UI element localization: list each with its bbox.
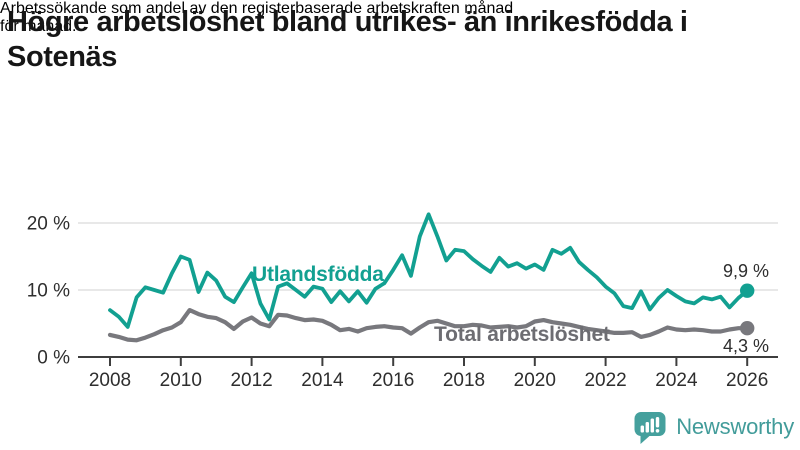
- x-axis-tick-label: 2022: [584, 370, 626, 391]
- end-value-label-utlandsfodda: 9,9 %: [723, 261, 769, 281]
- x-axis-tick-label: 2012: [230, 370, 272, 391]
- series-label-utlandsfodda: Utlandsfödda: [252, 263, 384, 286]
- newsworthy-brand-footer[interactable]: Newsworthy: [632, 409, 794, 445]
- x-axis-tick-label: 2026: [726, 370, 768, 391]
- page-title: Högre arbetslöshet bland utrikes- än inr…: [7, 5, 793, 76]
- page-subtitle-line-2: för månad.: [0, 18, 77, 35]
- page-title-line-1: Högre arbetslöshet bland utrikes- än inr…: [7, 6, 688, 38]
- end-value-label-total-arbetsloshet: 4,3 %: [723, 336, 769, 356]
- series-end-dot-utlandsf-dda: [740, 283, 755, 298]
- series-end-dot-total-arbetsl-shet: [740, 320, 755, 336]
- series-line-utlandsf-dda: [108, 212, 750, 329]
- x-axis-tick-label: 2018: [443, 370, 485, 391]
- x-axis-tick-label: 2016: [372, 370, 414, 391]
- chart-series-layer: [107, 212, 755, 343]
- exclamation-dot: [655, 429, 660, 433]
- newsworthy-logo-icon: [634, 412, 666, 444]
- y-axis-tick-label: 0 %: [37, 348, 70, 369]
- y-axis-tick-label: 10 %: [27, 281, 70, 302]
- speech-bubble-shape: [634, 412, 666, 444]
- x-axis-tick-label: 2010: [160, 370, 202, 391]
- series-label-total-arbetsloshet: Total arbetslöshet: [434, 323, 610, 346]
- x-axis-tick-label: 2020: [514, 370, 556, 391]
- chart-grid-layer: 0 % 10 % 20 % 2008 2010 2012 2014 2016 2018 2020 2…: [27, 214, 778, 391]
- page-title-line-2: Sotenäs: [7, 41, 118, 74]
- exclamation-bar: [655, 417, 660, 428]
- bar-chart-glyph: [640, 417, 660, 433]
- x-axis-tick-label: 2024: [655, 370, 698, 391]
- page-subtitle-line-1: Arbetssökande som andel av den registerb…: [0, 0, 514, 17]
- x-axis-tick-label: 2014: [301, 370, 344, 391]
- brand-name: Newsworthy: [676, 414, 794, 439]
- x-axis-tick-label: 2008: [89, 370, 131, 391]
- series-line-total-arbetsl-shet: [107, 308, 750, 343]
- y-axis-tick-label: 20 %: [27, 214, 70, 235]
